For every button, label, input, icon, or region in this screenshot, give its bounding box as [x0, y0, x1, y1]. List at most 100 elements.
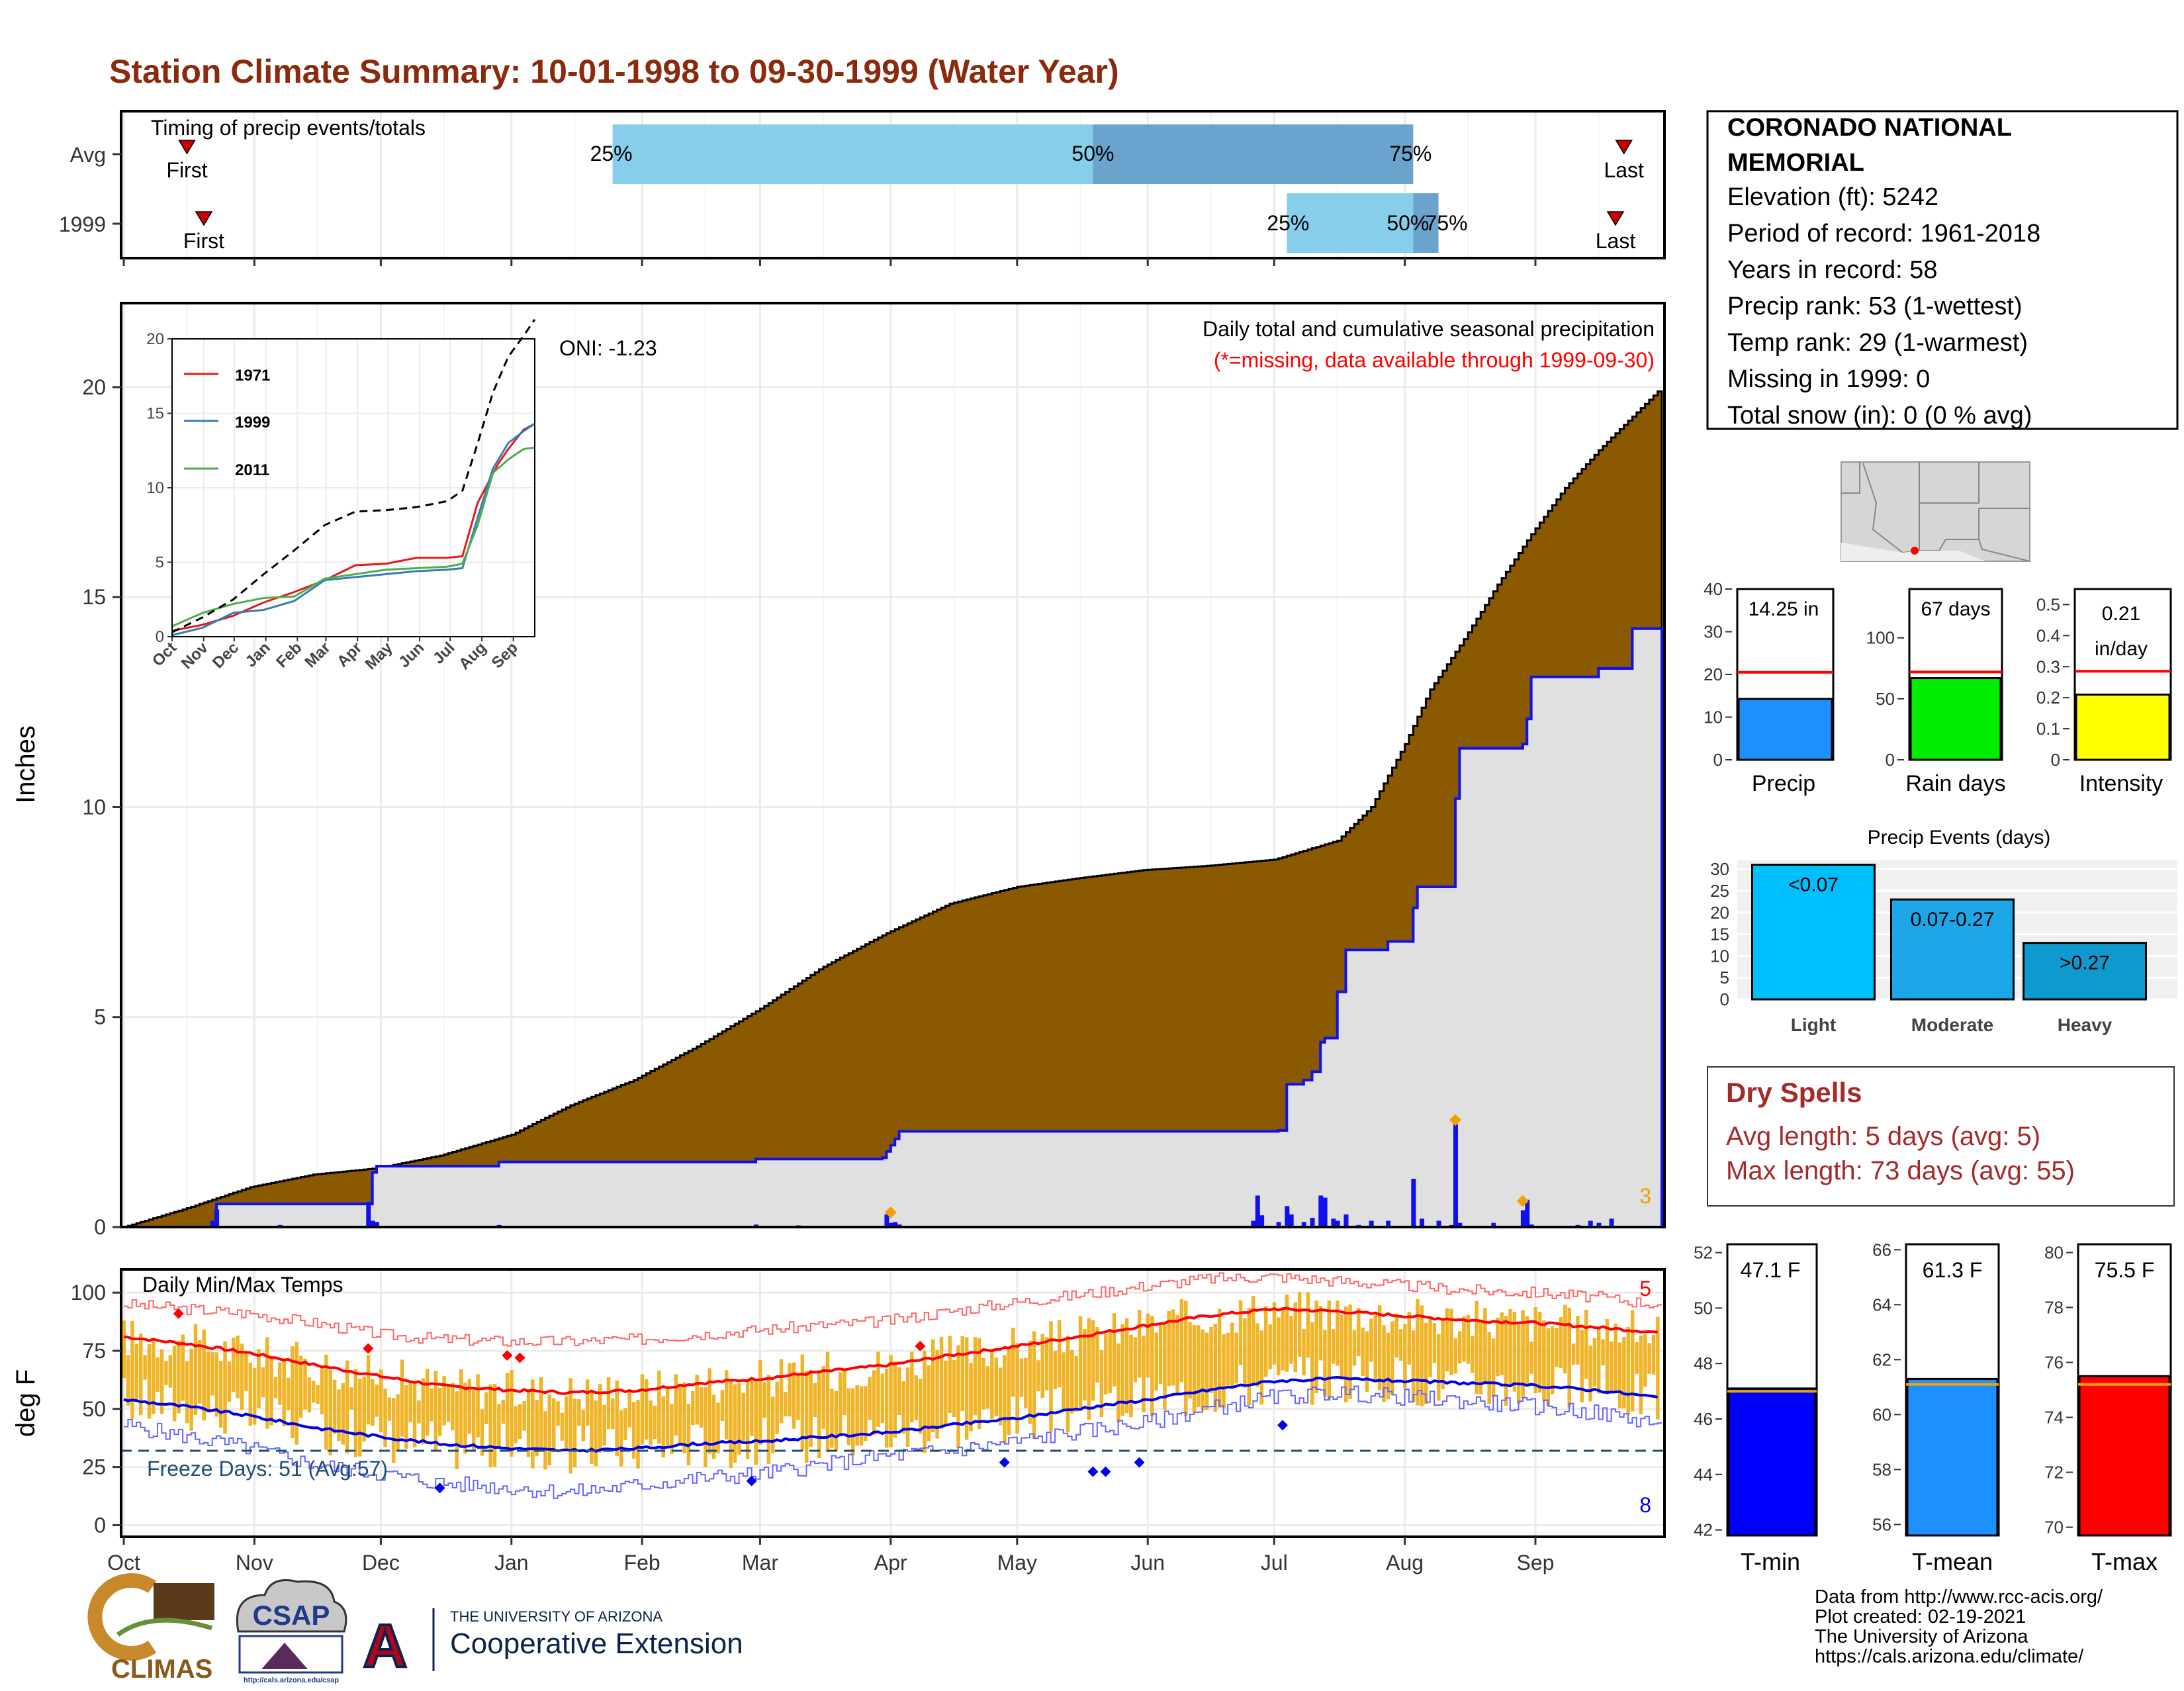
timing-avg-p50-label: 50% [1071, 142, 1114, 165]
temp-daily-bar [1398, 1329, 1403, 1361]
temp-bar-label-tmin: T-min [1741, 1548, 1800, 1575]
temp-daily-bar [581, 1410, 586, 1441]
temp-daily-bar [1238, 1300, 1243, 1365]
temp-daily-bar [535, 1400, 539, 1457]
temp-daily-bar [134, 1344, 139, 1401]
temp-daily-bar [459, 1369, 463, 1445]
precip-daily-bar [1322, 1197, 1328, 1227]
temp-daily-bar [674, 1374, 678, 1436]
temp-daily-bar [1437, 1334, 1441, 1401]
month-label: Oct [107, 1551, 140, 1575]
timing-last-marker [1606, 211, 1625, 226]
timing-avg-last-label: Last [1604, 158, 1644, 182]
month-label: Jan [494, 1551, 529, 1575]
temp-daily-bar [168, 1355, 173, 1388]
timing-avg-p75-label: 75% [1389, 142, 1432, 165]
temp-bar-tick-label: 60 [1872, 1404, 1891, 1424]
timing-label: Timing of precip events/totals [151, 116, 426, 140]
temp-daily-bar [375, 1384, 379, 1417]
legend-label-1999: 1999 [235, 414, 270, 432]
temp-daily-bar [1559, 1316, 1563, 1368]
temp-bar-tick-label: 42 [1694, 1520, 1713, 1540]
temp-daily-bar [1234, 1332, 1238, 1384]
temp-daily-bar [636, 1400, 640, 1469]
temp-daily-bar [1217, 1308, 1222, 1408]
temp-daily-bar [842, 1370, 846, 1416]
precip-panel-title: Daily total and cumulative seasonal prec… [1203, 317, 1655, 341]
mini-bar-value-1 [1909, 677, 2002, 761]
temp-daily-bar [670, 1404, 674, 1454]
temp-daily-bar [821, 1366, 825, 1429]
inset-y-tick-label: 5 [156, 554, 164, 572]
temp-daily-bar [711, 1394, 716, 1459]
precip-observed-cumulative-area [124, 627, 1663, 1228]
temp-y-tick-label: 25 [82, 1455, 106, 1479]
mini-bar-value-rain-days: 67 days [1921, 598, 1990, 620]
temp-daily-bar [236, 1335, 240, 1398]
temp-daily-bar [1617, 1342, 1622, 1408]
temp-daily-bar [1369, 1318, 1373, 1362]
temp-daily-bar [800, 1354, 805, 1451]
temp-daily-bar [990, 1348, 994, 1419]
events-tick-label: 25 [1710, 881, 1729, 901]
mini-bar-tick-label: 0 [1886, 750, 1895, 770]
temp-daily-bar [611, 1398, 615, 1430]
timing-row-avg-label: Avg [69, 143, 106, 167]
temp-daily-bar [400, 1359, 404, 1437]
timing-last-marker [1615, 140, 1633, 155]
temp-daily-bar [1555, 1328, 1559, 1367]
temp-daily-bar [619, 1410, 623, 1467]
temp-daily-bar [1635, 1342, 1639, 1374]
temp-daily-bar [1263, 1306, 1268, 1377]
temp-daily-bar [1462, 1316, 1466, 1362]
temp-daily-bar [543, 1411, 547, 1470]
inset-y-tick-label: 15 [146, 405, 164, 423]
temp-daily-bar [1533, 1307, 1537, 1393]
temp-daily-bar [1062, 1352, 1066, 1410]
temp-average-min-line [123, 1376, 1658, 1453]
temp-daily-bar [1542, 1320, 1546, 1402]
temp-bar-value-tmin: 47.1 F [1741, 1258, 1801, 1282]
temp-daily-bar [627, 1389, 632, 1428]
temp-daily-range-bars [122, 1291, 1660, 1474]
temp-record-high-marker [173, 1308, 184, 1319]
temp-daily-bar [1580, 1330, 1584, 1402]
temp-daily-bar [872, 1370, 876, 1436]
temp-daily-bar [851, 1388, 855, 1456]
temp-daily-bar [985, 1366, 990, 1409]
events-category-heavy: Heavy [2058, 1015, 2113, 1035]
temp-daily-bar [762, 1382, 766, 1418]
temp-daily-bar [257, 1349, 261, 1408]
temp-daily-bar [918, 1379, 923, 1434]
page-title: Station Climate Summary: 10-01-1998 to 0… [109, 53, 1119, 90]
temp-daily-bar [1340, 1314, 1344, 1380]
temp-daily-bar [455, 1391, 459, 1469]
inset-line-1971 [171, 422, 535, 632]
precip-y-tick-label: 10 [82, 795, 106, 819]
precip-extreme-count: 3 [1639, 1184, 1651, 1208]
events-category-moderate: Moderate [1911, 1015, 1993, 1035]
temp-daily-bar [210, 1352, 214, 1396]
temp-daily-bar [1137, 1310, 1142, 1378]
temp-extreme-markers [173, 1308, 1288, 1494]
precip-daily-bar [1491, 1222, 1496, 1227]
temp-daily-bar [1011, 1328, 1015, 1397]
temp-max-extreme-count: 5 [1639, 1277, 1651, 1301]
temp-record-low-marker [434, 1483, 445, 1494]
temp-daily-bar [1154, 1332, 1158, 1391]
precip-y-label: Inches [11, 725, 40, 803]
temp-daily-bar [905, 1367, 910, 1447]
temp-daily-bar [1525, 1316, 1529, 1387]
csap-url: http://cals.arizona.edu/csap [244, 1676, 340, 1684]
temp-daily-bar [788, 1363, 792, 1417]
temp-daily-bar [565, 1396, 569, 1451]
temp-daily-bar [463, 1383, 467, 1454]
temp-daily-bar [1496, 1317, 1500, 1377]
temp-daily-bar [551, 1398, 556, 1453]
temp-daily-bar [476, 1374, 480, 1438]
temp-daily-bar [1007, 1348, 1011, 1436]
temp-daily-bar [1314, 1301, 1318, 1394]
temp-daily-bar [1230, 1322, 1234, 1389]
temp-daily-bar [796, 1373, 800, 1420]
temp-daily-bar [838, 1372, 842, 1437]
